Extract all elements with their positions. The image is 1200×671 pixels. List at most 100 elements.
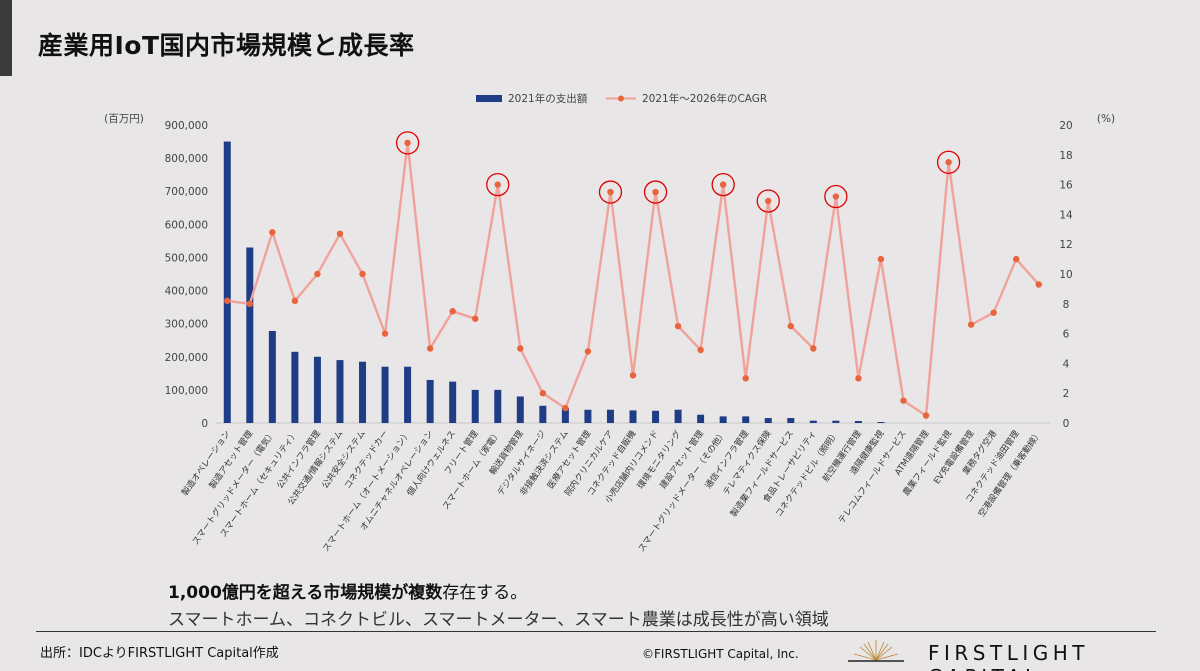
bar [291,351,299,423]
highlight-circle [936,150,961,174]
brand-name: FIRSTLIGHT CAPITAL [928,641,1090,671]
cagr-point [539,390,547,397]
bar [381,366,389,423]
bar [359,361,367,423]
cagr-point [494,181,501,188]
bar [584,409,592,423]
bar [809,420,817,423]
bar [313,356,321,423]
bar [832,420,840,423]
bar [606,409,614,423]
cagr-point [832,193,840,200]
legend-bar-swatch [476,95,502,102]
y-left-tick-label: 0 [201,418,208,430]
highlight-circle [824,184,848,209]
highlight-circle [756,189,780,213]
legend-bar-label: 2021年の支出額 [508,92,588,105]
y-right-tick-label: 12 [1059,239,1072,251]
legend-line-label: 2021年～2026年のCAGR [642,92,767,105]
cagr-point [877,255,885,263]
bar [246,247,254,423]
cagr-point [449,308,456,315]
bar [697,414,705,423]
title-accent-bar [0,0,12,76]
cagr-point [855,375,862,382]
bar [449,381,457,423]
bar [426,379,434,423]
y-left-tick-label: 500,000 [165,252,208,264]
cagr-point [269,229,276,236]
bar [223,141,231,424]
y-right-tick-label: 14 [1059,209,1073,221]
bar [494,389,502,423]
bar [561,408,569,423]
y-right-tick-label: 4 [1063,358,1070,370]
y-right-tick-label: 8 [1063,299,1070,311]
cagr-point [967,321,975,328]
legend-line-marker [618,95,624,102]
highlight-circle [395,131,420,155]
cagr-point [359,270,366,278]
cagr-point [1012,255,1020,263]
cagr-point [697,346,704,354]
bar [268,330,276,423]
cagr-point [517,345,524,352]
cagr-point [922,412,930,419]
y-right-tick-label: 0 [1063,418,1070,430]
bar [674,409,682,423]
y-right-unit-label: (%) [1097,113,1115,125]
cagr-point [810,345,817,352]
cagr-point [336,230,344,237]
summary-line1-bold: 1,000億円を超える市場規模が複数 [168,583,443,603]
cagr-point [224,297,231,305]
footer-divider [36,631,1156,632]
bar [854,421,862,423]
bar [742,416,750,423]
cagr-point [246,300,254,307]
cagr-point [404,139,411,147]
cagr-point [472,315,479,322]
y-left-tick-label: 700,000 [165,186,208,198]
y-right-tick-label: 20 [1059,120,1072,132]
cagr-point [900,397,907,404]
cagr-point [765,197,772,205]
cagr-point [1035,281,1042,288]
cagr-point [291,297,299,305]
cagr-point [381,330,389,337]
y-left-tick-label: 100,000 [165,385,208,397]
cagr-point [990,309,997,316]
cagr-point [719,181,727,188]
y-right-tick-label: 2 [1063,388,1070,400]
y-right-tick-label: 16 [1059,180,1073,192]
bar [652,410,660,423]
summary-line1-rest: 存在する。 [442,583,528,603]
cagr-point [674,322,682,330]
summary-text: 1,000億円を超える市場規模が複数存在する。 スマートホーム、コネクトビル、ス… [168,578,829,630]
cagr-point [314,270,321,278]
y-left-tick-label: 600,000 [165,219,208,231]
bar [877,422,885,423]
y-left-tick-label: 300,000 [165,319,208,331]
cagr-point [584,348,592,355]
bar [404,366,412,423]
combo-chart: 0 100,000 200,000 300,000 400,000 500,000 600,… [104,92,1115,554]
bar [516,396,524,423]
highlight-circle [486,172,510,197]
y-right-tick-label: 6 [1063,329,1070,341]
bar [764,418,772,423]
source-note: 出所：IDCよりFIRSTLIGHT Capital作成 [40,646,279,661]
bar [629,410,637,423]
bar [471,389,479,423]
cagr-point [607,188,614,196]
bar [719,416,727,423]
y-left-unit-label: (百万円) [104,113,144,125]
sunrise-logo-icon [848,640,904,662]
highlight-circle [643,180,668,204]
highlight-circle [711,172,735,197]
bar [539,405,547,423]
bar [787,418,795,423]
y-left-tick-label: 200,000 [165,352,208,364]
y-left-tick-label: 400,000 [165,286,208,298]
cagr-point [629,372,637,379]
cagr-point [426,345,434,352]
